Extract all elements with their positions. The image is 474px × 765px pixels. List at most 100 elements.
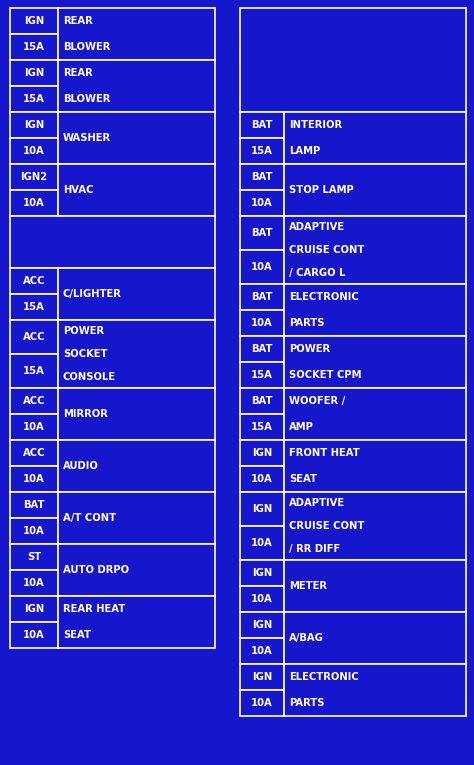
Bar [58, 164, 215, 216]
Text: 10A: 10A [251, 594, 273, 604]
Bar [58, 112, 215, 164]
Bar [240, 138, 284, 164]
Text: A/BAG: A/BAG [289, 633, 324, 643]
Text: IGN: IGN [252, 504, 272, 514]
Text: REAR: REAR [63, 16, 93, 26]
Text: SOCKET CPM: SOCKET CPM [289, 370, 362, 380]
Text: WOOFER /: WOOFER / [289, 396, 345, 406]
Text: 10A: 10A [23, 474, 45, 484]
Text: 15A: 15A [23, 302, 45, 312]
Bar [240, 440, 284, 466]
Bar [58, 492, 215, 544]
Text: ADAPTIVE: ADAPTIVE [289, 223, 345, 233]
Bar [284, 440, 466, 492]
Bar [284, 664, 466, 716]
Text: POWER: POWER [289, 344, 330, 354]
Bar [284, 560, 466, 612]
Bar [240, 362, 284, 388]
Text: BAT: BAT [251, 228, 273, 238]
Bar [240, 250, 284, 284]
Bar [10, 8, 58, 34]
Bar [240, 586, 284, 612]
Text: 10A: 10A [23, 630, 45, 640]
Bar [284, 492, 466, 560]
Text: IGN: IGN [252, 568, 272, 578]
Text: ACC: ACC [23, 276, 45, 286]
Text: 10A: 10A [251, 538, 273, 548]
Bar [240, 526, 284, 560]
Bar [240, 560, 284, 586]
Text: 10A: 10A [23, 422, 45, 432]
Bar [10, 164, 58, 190]
Text: IGN: IGN [252, 448, 272, 458]
Text: A/T CONT: A/T CONT [63, 513, 116, 523]
Bar [240, 492, 284, 526]
Text: BAT: BAT [23, 500, 45, 510]
Bar [10, 492, 58, 518]
Bar [240, 664, 284, 690]
Text: CRUISE CONT: CRUISE CONT [289, 521, 365, 531]
Text: BAT: BAT [251, 292, 273, 302]
Bar [10, 388, 58, 414]
Text: C/LIGHTER: C/LIGHTER [63, 289, 122, 299]
Text: FRONT HEAT: FRONT HEAT [289, 448, 360, 458]
Bar [240, 466, 284, 492]
Bar [58, 8, 215, 60]
Text: 10A: 10A [251, 262, 273, 272]
Text: BAT: BAT [251, 344, 273, 354]
Bar [58, 60, 215, 112]
Text: ACC: ACC [23, 448, 45, 458]
Bar [10, 60, 58, 86]
Bar [240, 310, 284, 336]
Text: IGN: IGN [24, 68, 44, 78]
Text: ST: ST [27, 552, 41, 562]
Text: / RR DIFF: / RR DIFF [289, 544, 340, 554]
Bar [240, 336, 284, 362]
Text: SEAT: SEAT [289, 474, 317, 484]
Bar [58, 440, 215, 492]
Bar [240, 284, 284, 310]
Bar [240, 164, 284, 190]
Text: IGN: IGN [24, 16, 44, 26]
Text: IGN: IGN [252, 672, 272, 682]
Text: IGN: IGN [252, 620, 272, 630]
Bar [284, 336, 466, 388]
Bar [10, 570, 58, 596]
Bar [10, 440, 58, 466]
Bar [240, 190, 284, 216]
Text: CRUISE CONT: CRUISE CONT [289, 245, 365, 255]
Text: WASHER: WASHER [63, 133, 111, 143]
Text: REAR HEAT: REAR HEAT [63, 604, 125, 614]
Text: IGN: IGN [24, 604, 44, 614]
Text: CONSOLE: CONSOLE [63, 372, 116, 382]
Bar [58, 320, 215, 388]
Text: ELECTRONIC: ELECTRONIC [289, 292, 359, 302]
Bar [10, 518, 58, 544]
Text: 10A: 10A [23, 146, 45, 156]
Text: MIRROR: MIRROR [63, 409, 108, 419]
Text: REAR: REAR [63, 68, 93, 78]
Bar [58, 388, 215, 440]
Text: POWER: POWER [63, 327, 104, 337]
Bar [10, 138, 58, 164]
Text: ACC: ACC [23, 332, 45, 342]
Bar [10, 112, 58, 138]
Bar [58, 544, 215, 596]
Text: ACC: ACC [23, 396, 45, 406]
Bar [10, 466, 58, 492]
Bar [284, 388, 466, 440]
Bar [10, 354, 58, 388]
Bar [240, 690, 284, 716]
Bar [10, 34, 58, 60]
Text: AUDIO: AUDIO [63, 461, 99, 471]
Bar [10, 596, 58, 622]
Text: 10A: 10A [251, 318, 273, 328]
Text: 15A: 15A [23, 366, 45, 376]
Text: ADAPTIVE: ADAPTIVE [289, 498, 345, 508]
Bar [240, 112, 284, 138]
Bar [10, 190, 58, 216]
Bar [284, 216, 466, 284]
Text: PARTS: PARTS [289, 318, 325, 328]
Text: PARTS: PARTS [289, 698, 325, 708]
Text: 15A: 15A [251, 422, 273, 432]
